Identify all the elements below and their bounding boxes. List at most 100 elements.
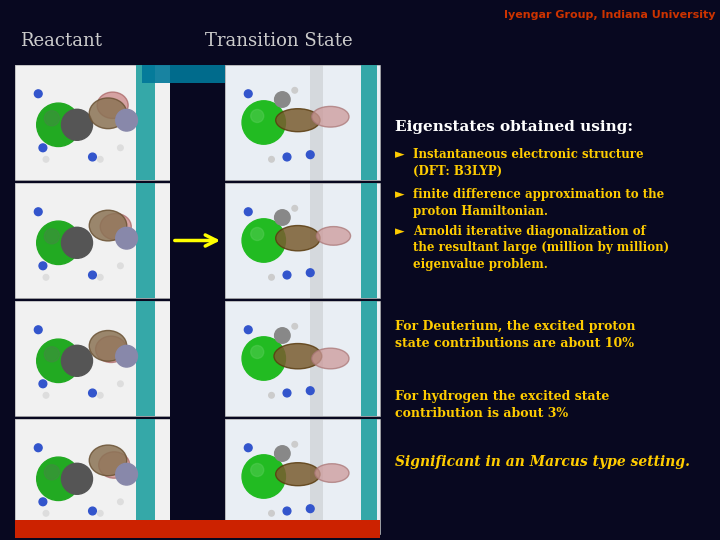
Circle shape — [283, 271, 291, 279]
Bar — [310, 65, 323, 180]
Circle shape — [269, 274, 274, 280]
Circle shape — [116, 227, 138, 249]
Circle shape — [35, 90, 42, 98]
Circle shape — [35, 326, 42, 334]
Circle shape — [37, 457, 80, 501]
Bar — [15, 419, 170, 534]
Circle shape — [117, 145, 123, 151]
Circle shape — [292, 206, 297, 211]
Circle shape — [274, 210, 290, 225]
Circle shape — [61, 227, 92, 258]
Bar — [225, 183, 380, 298]
Circle shape — [117, 381, 123, 387]
Circle shape — [251, 110, 264, 123]
Circle shape — [116, 346, 138, 367]
Bar — [142, 65, 225, 83]
Text: Arnoldi iterative diagonalization of
the resultant large (million by million)
ei: Arnoldi iterative diagonalization of the… — [413, 225, 669, 271]
Bar — [310, 301, 323, 416]
Bar — [15, 301, 170, 416]
Bar — [225, 301, 380, 416]
Circle shape — [61, 345, 92, 376]
Bar — [225, 65, 380, 180]
Circle shape — [89, 271, 96, 279]
Circle shape — [283, 153, 291, 161]
Circle shape — [274, 446, 290, 461]
Text: Eigenstates obtained using:: Eigenstates obtained using: — [395, 120, 633, 134]
Circle shape — [45, 111, 60, 126]
Text: Transition State: Transition State — [205, 32, 353, 50]
Circle shape — [89, 389, 96, 397]
Ellipse shape — [99, 452, 130, 478]
Circle shape — [43, 393, 49, 398]
Ellipse shape — [276, 109, 320, 132]
Bar — [225, 419, 380, 534]
Circle shape — [61, 109, 92, 140]
Bar — [150, 301, 170, 416]
Circle shape — [242, 337, 285, 380]
Ellipse shape — [89, 210, 127, 241]
Ellipse shape — [97, 92, 128, 118]
Circle shape — [45, 229, 60, 244]
Ellipse shape — [312, 106, 349, 127]
Bar — [170, 65, 225, 537]
Circle shape — [242, 455, 285, 498]
Circle shape — [35, 208, 42, 215]
Circle shape — [307, 151, 314, 159]
Bar — [225, 65, 380, 180]
Bar — [15, 301, 170, 416]
Circle shape — [292, 87, 297, 93]
Circle shape — [307, 505, 314, 512]
Circle shape — [39, 144, 47, 152]
Circle shape — [37, 221, 80, 265]
Bar — [361, 183, 377, 298]
Bar — [15, 65, 170, 180]
Ellipse shape — [274, 343, 322, 369]
Circle shape — [97, 393, 103, 398]
Text: ►: ► — [395, 148, 405, 161]
Circle shape — [251, 227, 264, 240]
Circle shape — [43, 510, 49, 516]
Ellipse shape — [96, 336, 127, 362]
Circle shape — [242, 219, 285, 262]
Circle shape — [269, 157, 274, 162]
Text: Instantaneous electronic structure
(DFT: B3LYP): Instantaneous electronic structure (DFT:… — [413, 148, 644, 178]
Circle shape — [43, 157, 49, 162]
Circle shape — [242, 101, 285, 144]
Bar — [15, 183, 170, 298]
Circle shape — [37, 103, 80, 146]
Circle shape — [97, 274, 103, 280]
Circle shape — [97, 510, 103, 516]
Text: Reactant: Reactant — [20, 32, 102, 50]
Circle shape — [292, 442, 297, 447]
Bar — [361, 65, 377, 180]
Bar — [136, 419, 155, 534]
Circle shape — [89, 153, 96, 161]
Bar — [15, 65, 170, 180]
Ellipse shape — [276, 463, 320, 485]
Ellipse shape — [317, 227, 351, 245]
Circle shape — [97, 157, 103, 162]
Circle shape — [244, 444, 252, 451]
Circle shape — [283, 389, 291, 397]
Bar — [361, 419, 377, 534]
Bar — [150, 65, 170, 180]
Text: For Deuterium, the excited proton
state contributions are about 10%: For Deuterium, the excited proton state … — [395, 320, 636, 350]
Circle shape — [274, 328, 290, 343]
Circle shape — [89, 507, 96, 515]
Circle shape — [37, 339, 80, 382]
Circle shape — [39, 380, 47, 388]
Circle shape — [274, 92, 290, 107]
Circle shape — [307, 387, 314, 395]
Bar — [136, 301, 155, 416]
Bar — [310, 183, 323, 298]
Bar — [150, 183, 170, 298]
Bar — [15, 520, 380, 538]
Ellipse shape — [276, 226, 320, 251]
Circle shape — [39, 262, 47, 269]
Bar — [225, 301, 380, 416]
Ellipse shape — [89, 98, 127, 129]
Text: finite difference approximation to the
proton Hamiltonian.: finite difference approximation to the p… — [413, 188, 665, 218]
Circle shape — [43, 274, 49, 280]
Bar — [136, 65, 155, 180]
Text: Iyengar Group, Indiana University: Iyengar Group, Indiana University — [503, 10, 715, 20]
